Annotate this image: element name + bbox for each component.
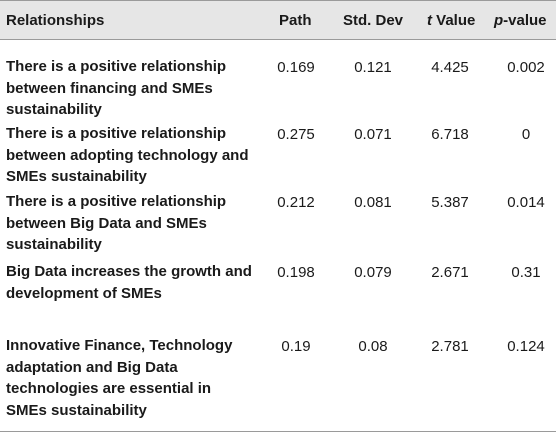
t-value-cell: 4.425: [431, 59, 469, 76]
path-cell: 0.212: [277, 194, 315, 211]
header-t-value-label: Value: [432, 12, 476, 29]
header-p-value-label: -value: [503, 12, 547, 29]
header-t-value: t Value: [427, 12, 475, 30]
t-value-cell: 6.718: [431, 126, 469, 143]
path-cell: 0.198: [277, 264, 315, 281]
std-dev-cell: 0.081: [354, 194, 392, 211]
header-relationships: Relationships: [6, 12, 105, 29]
path-cell: 0.169: [277, 59, 315, 76]
p-value-cell: 0.31: [511, 264, 541, 281]
relationship-cell: Innovative Finance, Technology adaptatio…: [6, 337, 233, 419]
t-value-cell: 5.387: [431, 194, 469, 211]
header-std-dev: Std. Dev: [343, 12, 404, 29]
p-value-cell: 0.002: [507, 59, 545, 76]
p-value-cell: 0.014: [507, 194, 545, 211]
relationship-cell: There is a positive relationship between…: [6, 193, 227, 253]
p-value-cell: 0: [521, 126, 531, 143]
p-value-cell: 0.124: [507, 338, 545, 355]
header-p-value: p-value: [494, 12, 547, 30]
relationship-cell: There is a positive relationship between…: [6, 58, 227, 118]
table-header: Relationships Path Std. Dev t Value p-va…: [0, 0, 556, 40]
std-dev-cell: 0.071: [354, 126, 392, 143]
table-bottom-rule: [0, 431, 556, 432]
relationship-cell: There is a positive relationship between…: [6, 125, 249, 185]
header-path: Path: [279, 12, 312, 29]
path-cell: 0.19: [281, 338, 311, 355]
t-value-cell: 2.671: [431, 264, 469, 281]
std-dev-cell: 0.121: [354, 59, 392, 76]
std-dev-cell: 0.079: [354, 264, 392, 281]
header-t-symbol: t: [427, 12, 432, 29]
std-dev-cell: 0.08: [358, 338, 388, 355]
header-p-symbol: p: [494, 12, 504, 29]
path-cell: 0.275: [277, 126, 315, 143]
relationship-cell: Big Data increases the growth and develo…: [6, 263, 252, 302]
t-value-cell: 2.781: [431, 338, 469, 355]
